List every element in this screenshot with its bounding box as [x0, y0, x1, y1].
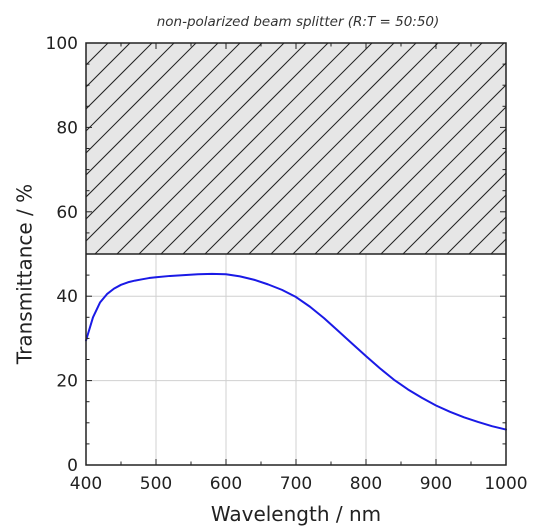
- hatch-line: [86, 43, 153, 110]
- y-tick-label: 20: [56, 372, 78, 392]
- x-tick-label: 1000: [484, 474, 527, 494]
- y-tick-label: 100: [46, 34, 78, 54]
- hatch-line: [358, 106, 506, 254]
- hatch-line: [402, 150, 506, 254]
- hatch-line: [94, 43, 307, 254]
- x-tick-label: 500: [140, 474, 172, 494]
- hatch-line: [86, 43, 241, 198]
- hatched-region: [86, 43, 533, 255]
- hatch-line: [314, 62, 506, 254]
- x-tick-label: 600: [210, 474, 242, 494]
- x-tick-label: 900: [420, 474, 452, 494]
- x-axis-title: Wavelength / nm: [211, 502, 381, 526]
- hatch-line: [86, 43, 219, 176]
- series-layer: [85, 272, 507, 431]
- hatch-line: [86, 43, 197, 154]
- hatch-line: [138, 43, 351, 254]
- x-tick-label: 400: [70, 474, 102, 494]
- hatch-line: [86, 43, 175, 132]
- axis-tick-labels: 400 500 600 700 800 900 1000 0 20 40 60 80 100: [46, 34, 528, 494]
- hatch-line: [204, 43, 417, 254]
- y-tick-label: 60: [56, 203, 78, 223]
- hatch-line: [446, 194, 506, 254]
- hatch-line: [86, 43, 131, 88]
- axis-ticks: [85, 42, 507, 466]
- hatch-line: [160, 43, 373, 254]
- hatch-line: [270, 43, 483, 254]
- hatch-line: [513, 43, 533, 254]
- y-tick-label: 40: [56, 287, 78, 307]
- hatch-line: [116, 43, 329, 254]
- y-tick-label: 80: [56, 118, 78, 138]
- hatch-line: [182, 43, 395, 254]
- hatch-line: [226, 43, 439, 254]
- chart-title: non-polarized beam splitter (R:T = 50:50…: [157, 14, 440, 30]
- hatch-line: [292, 43, 505, 254]
- y-axis-title: Transmittance / %: [13, 184, 37, 365]
- series-line-0: [85, 272, 507, 431]
- y-tick-label: 0: [67, 456, 78, 476]
- hatch-line: [424, 172, 506, 254]
- hatch-line: [380, 128, 506, 254]
- hatch-line: [248, 43, 461, 254]
- hatch-lines: [86, 43, 533, 254]
- x-tick-label: 800: [350, 474, 382, 494]
- hatch-line: [336, 84, 506, 254]
- hatch-line: [86, 43, 285, 242]
- hatch-line: [468, 216, 506, 254]
- x-tick-label: 700: [280, 474, 312, 494]
